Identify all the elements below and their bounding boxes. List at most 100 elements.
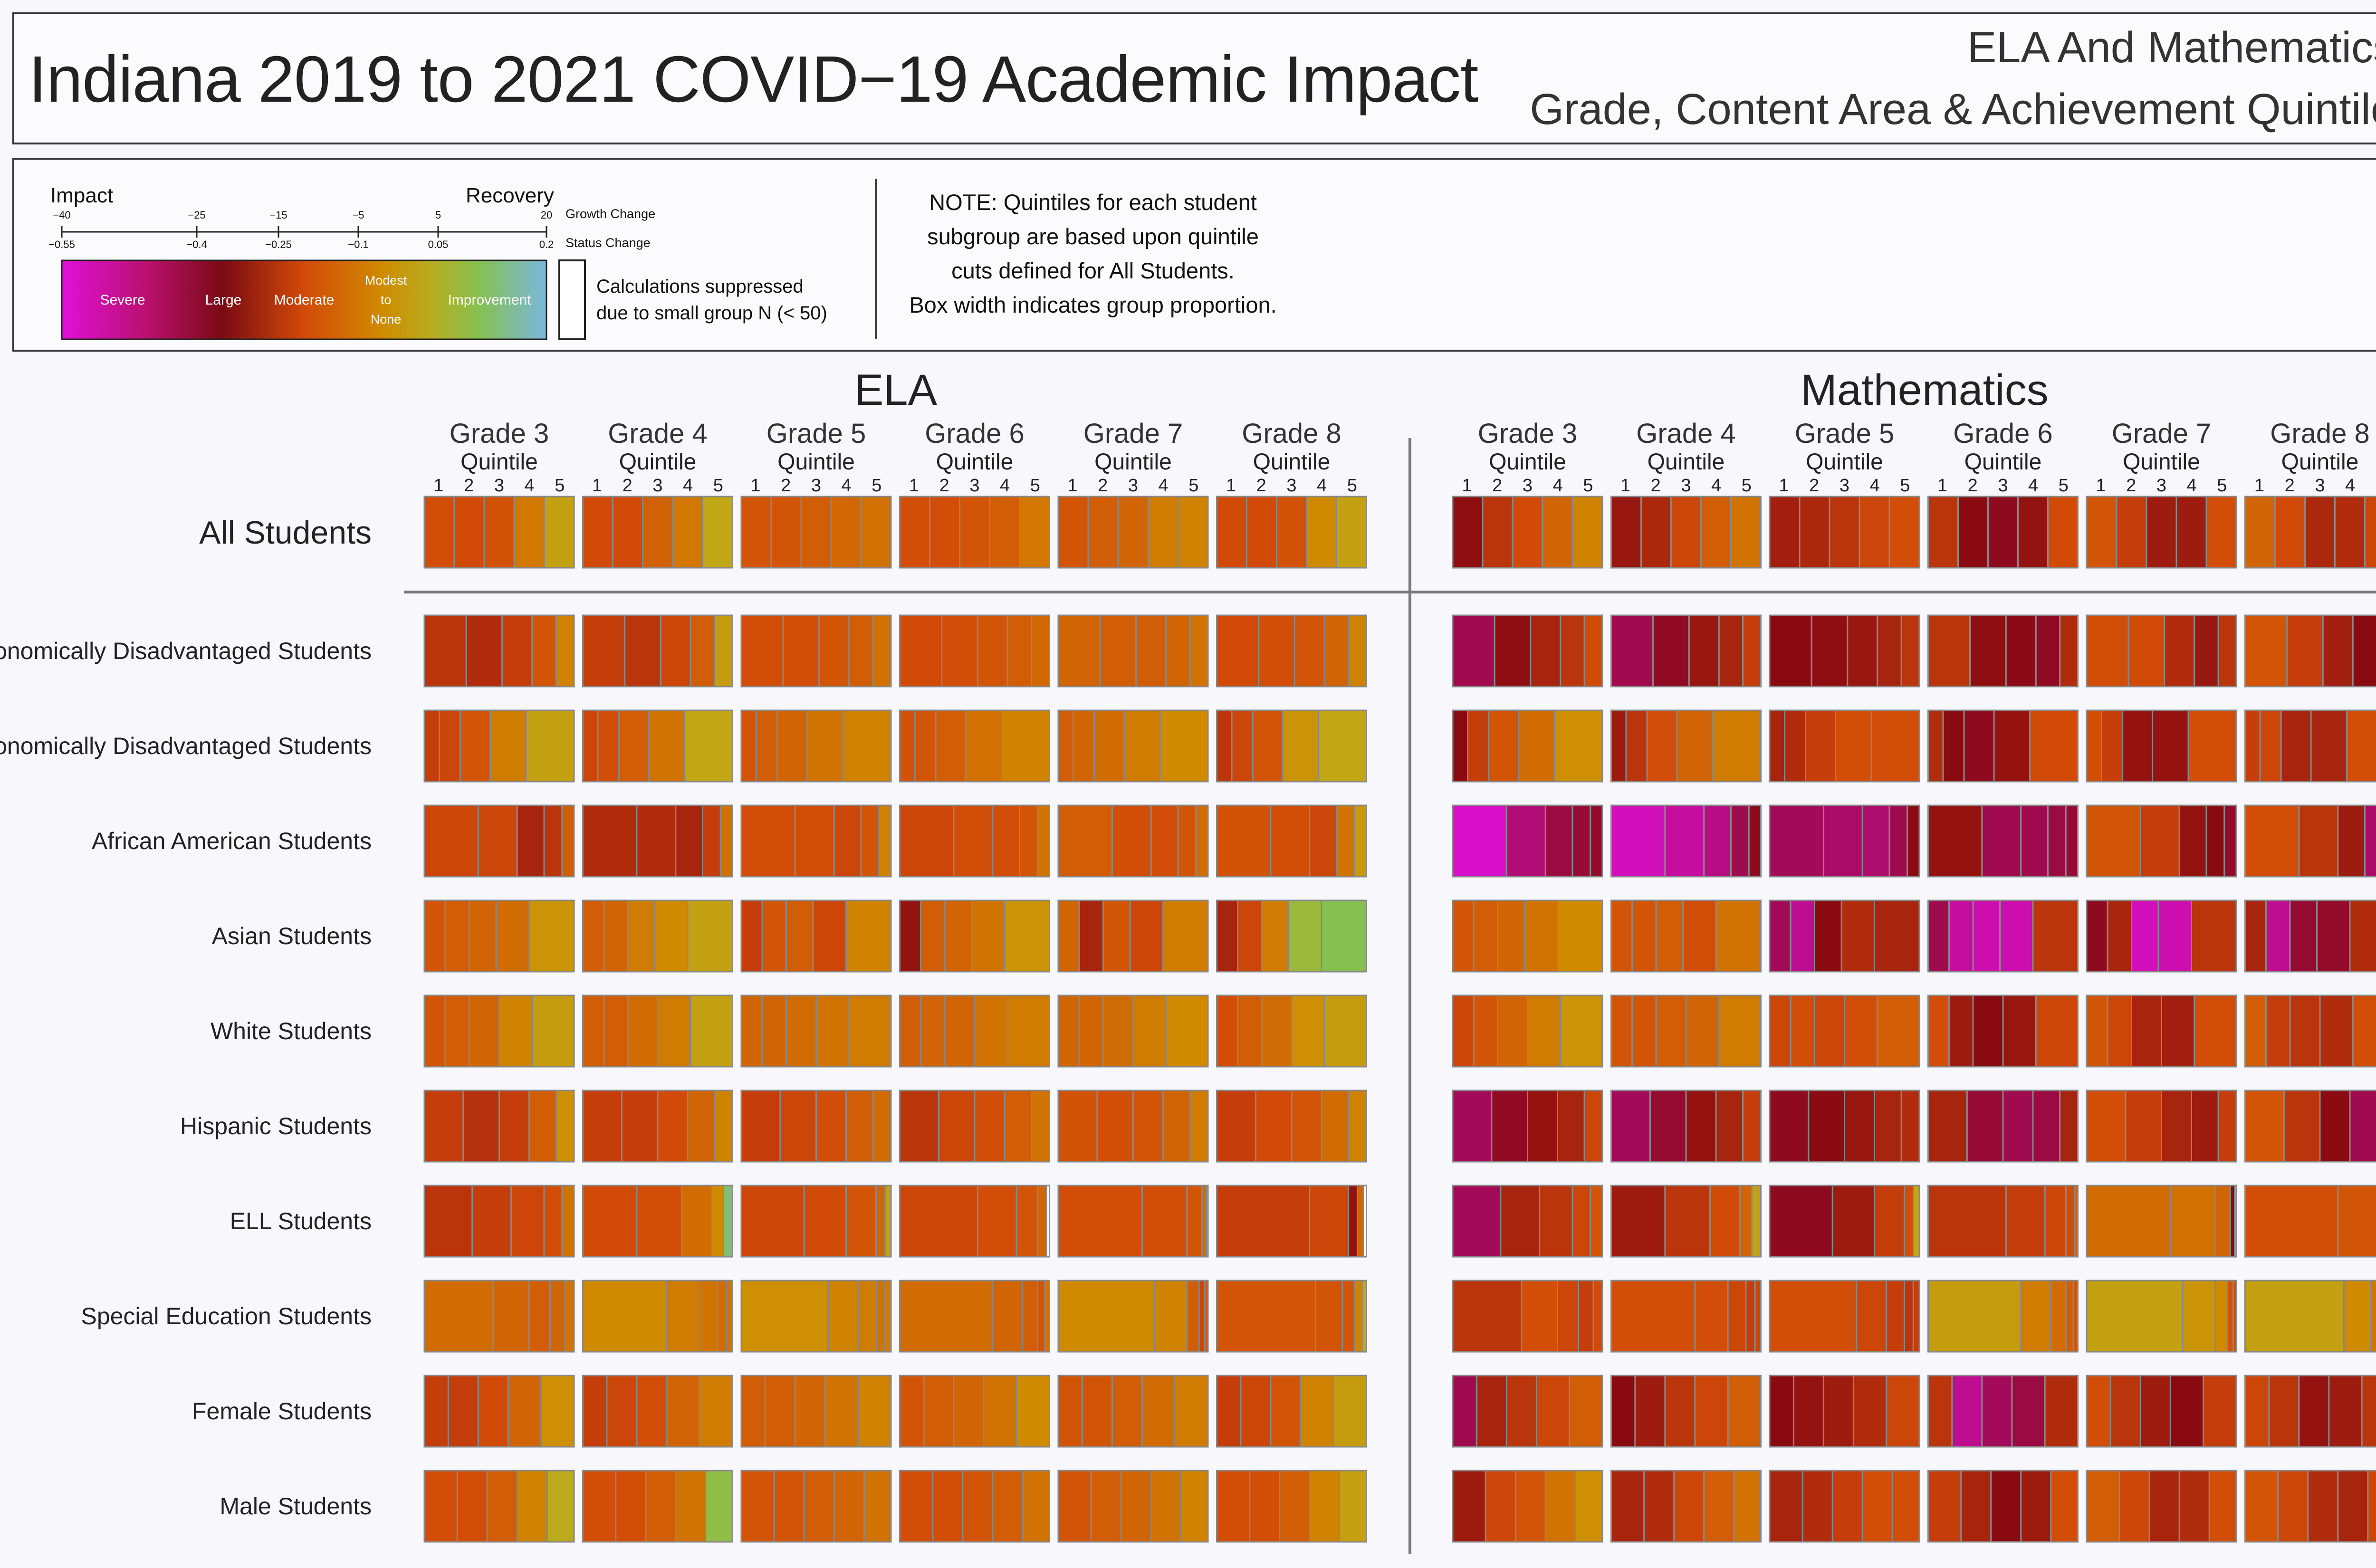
quintile-cell [1452, 1375, 1477, 1448]
quintile-cell [423, 899, 446, 973]
quintile-cell [782, 614, 820, 688]
quintile-cell [1969, 614, 2007, 688]
quintile-cell [2086, 709, 2102, 783]
quintile-cell [1840, 899, 1875, 973]
quintile-cell [1981, 804, 2022, 878]
quintile-cell [1927, 804, 1983, 878]
quintile-cell [1646, 709, 1678, 783]
quintile-cell [1353, 1280, 1363, 1353]
suppressed-text-2: due to small group N (< 50) [596, 303, 827, 324]
quintile-cell [528, 1090, 557, 1163]
quintile-cell [582, 899, 605, 973]
quintile-cell [525, 709, 575, 783]
recovery-label: Recovery [466, 184, 554, 207]
quintile-cell [2086, 614, 2129, 688]
quintile-cell [2020, 1280, 2052, 1353]
quintile-cell [447, 1375, 479, 1448]
quintile-cell [702, 496, 733, 569]
quintile-cell [1057, 899, 1080, 973]
quintile-cell [612, 496, 643, 569]
quintile-cell [1769, 1185, 1833, 1258]
quintile-cell [1177, 804, 1197, 878]
quintile-cell [2265, 994, 2291, 1068]
quintile-cell [1927, 1280, 2022, 1353]
quintile-cell [2319, 1090, 2351, 1163]
quintile-number: 1 [1937, 476, 1947, 496]
quintile-cell [2226, 1280, 2234, 1353]
quintile-cell [1769, 1090, 1810, 1163]
quintile-cell [636, 804, 677, 878]
quintile-cell [1452, 1280, 1523, 1353]
quintile-cell [1162, 899, 1209, 973]
quintile-cell [2370, 1280, 2376, 1353]
quintile-cell [2175, 496, 2207, 569]
quintile-cell [2280, 709, 2312, 783]
quintile-cell [2005, 614, 2037, 688]
quintile-cell [1987, 496, 2019, 569]
quintile-cell [899, 1375, 925, 1448]
growth-tick-1: −25 [188, 209, 205, 221]
quintile-cell [2044, 1375, 2079, 1448]
quintile-cell [684, 709, 733, 783]
quintile-cell [495, 899, 530, 973]
quintile-cell [1339, 1470, 1368, 1543]
quintile-cell [2346, 709, 2376, 783]
quintile-cell [992, 1280, 1024, 1353]
quintile-cell [974, 1090, 1006, 1163]
quintile-cell [1321, 1090, 1350, 1163]
quintile-cell [1186, 1185, 1203, 1258]
quintile-cell [687, 899, 733, 973]
quintile-cell [764, 1375, 796, 1448]
quintile-cell [1452, 496, 1484, 569]
quintile-cell [1189, 1090, 1209, 1163]
quintile-cell [1057, 1280, 1155, 1353]
quintile-cell [1610, 1470, 1645, 1543]
quintile-cell [2349, 899, 2376, 973]
quintile-cell [2328, 1375, 2363, 1448]
quintile-cell [1309, 1470, 1341, 1543]
impact-label: Impact [50, 184, 113, 207]
quintile-cell [1861, 1470, 1893, 1543]
quintile-number: 4 [1553, 476, 1563, 496]
quintile-number: 3 [1839, 476, 1849, 496]
quintile-cell [1874, 899, 1920, 973]
quintile-header: Quintile [2281, 449, 2359, 475]
quintile-cell [1569, 1375, 1603, 1448]
grade-header: Grade 6 [925, 418, 1025, 449]
quintile-cell [1912, 1185, 1920, 1258]
growth-tick-2: −15 [269, 209, 287, 221]
suppressed-swatch [558, 259, 586, 340]
quintile-cell [603, 994, 629, 1068]
quintile-cell [1111, 804, 1152, 878]
quintile-cell [2307, 1470, 2339, 1543]
quintile-cell [992, 1470, 1024, 1543]
quintile-cell [1004, 899, 1050, 973]
quintile-cell [1452, 804, 1507, 878]
quintile-cell [779, 1090, 817, 1163]
quintile-cell [582, 1185, 638, 1258]
quintile-cell [2203, 1375, 2237, 1448]
quintile-cell [740, 1185, 805, 1258]
quintile-cell [2187, 709, 2237, 783]
quintile-cell [1727, 1280, 1747, 1353]
quintile-cell [1497, 994, 1528, 1068]
quintile-cell [899, 496, 930, 569]
quintile-cell [1258, 614, 1295, 688]
quintile-cell [1748, 804, 1762, 878]
quintile-cell [1216, 1470, 1251, 1543]
quintile-cell [899, 1185, 978, 1258]
status-change-label: Status Change [565, 236, 651, 250]
quintile-cell [456, 1470, 488, 1543]
quintile-cell [582, 709, 599, 783]
quintile-cell [423, 1090, 464, 1163]
status-tick-2: −0.25 [265, 239, 292, 250]
status-tick-0: −0.55 [48, 239, 75, 250]
grade-header: Grade 8 [2270, 418, 2370, 449]
quintile-cell [1186, 1280, 1200, 1353]
quintile-number: 1 [592, 476, 602, 496]
quintile-cell [875, 1185, 886, 1258]
note-line-2: subgroup are based upon quintile [927, 224, 1259, 249]
quintile-cell [2244, 1375, 2270, 1448]
quintile-cell [1831, 1470, 1863, 1543]
quintile-cell [1505, 804, 1546, 878]
